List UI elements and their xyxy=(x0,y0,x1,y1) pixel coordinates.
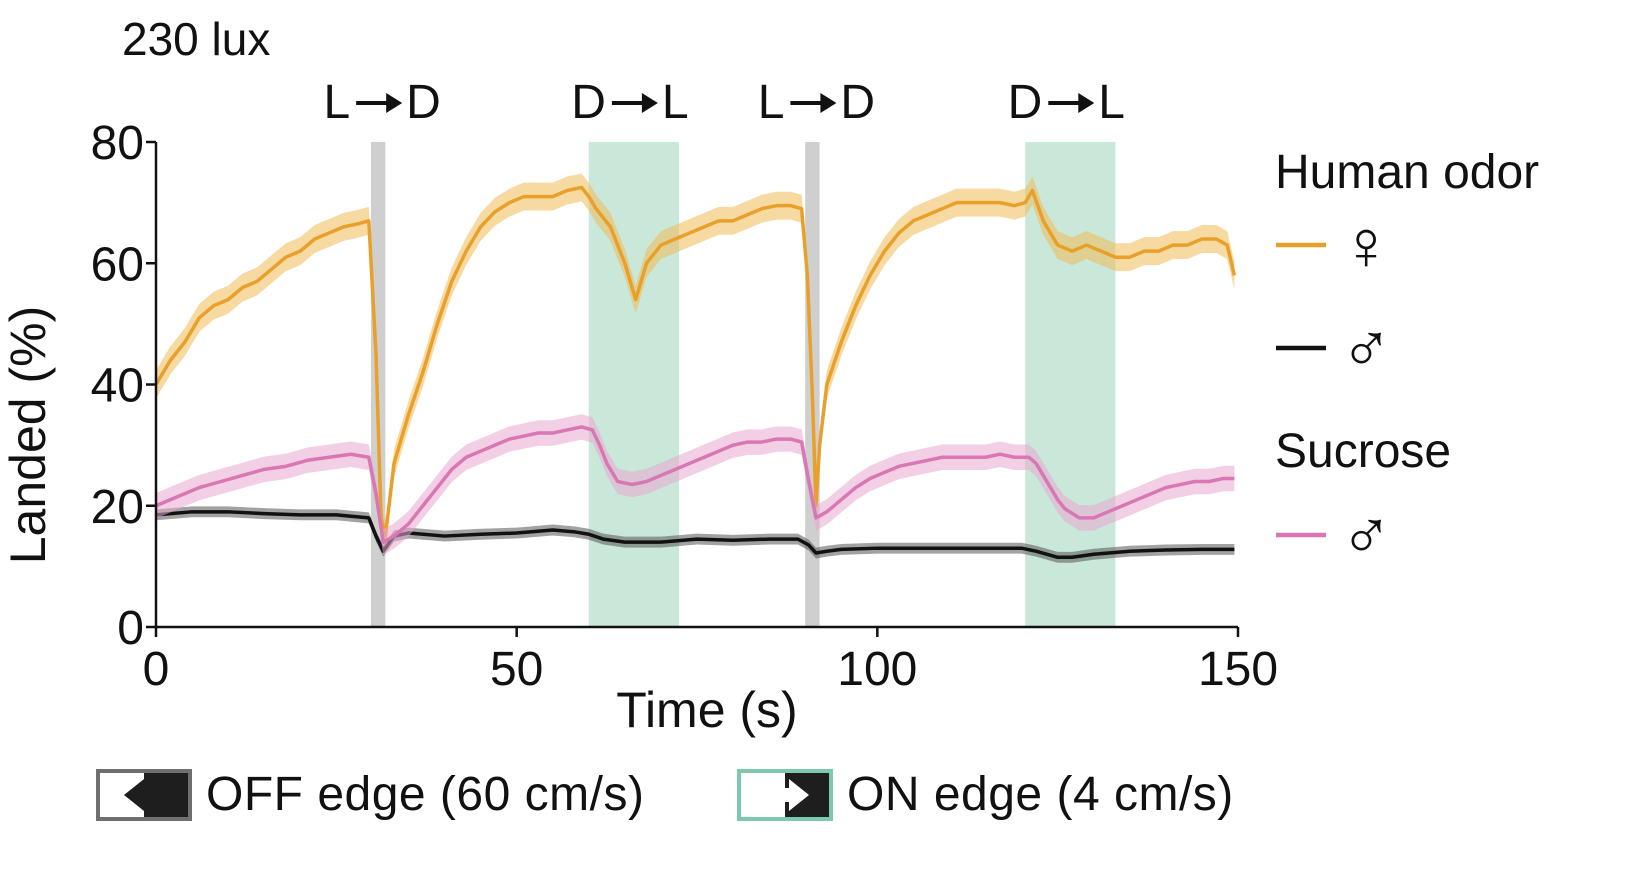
y-tick-label: 20 xyxy=(91,481,144,534)
axes: 0 20 40 60 80 0 50 100 150 xyxy=(91,117,1278,696)
x-tick-label: 100 xyxy=(837,643,917,696)
series-line-1 xyxy=(154,185,1237,538)
x-axis-label: Time (s) xyxy=(616,682,797,738)
transition-label-to: L xyxy=(1098,76,1125,129)
male-symbol-icon: ♂ xyxy=(1340,496,1393,574)
on-edge-key: ON edge (4 cm/s) xyxy=(737,767,1234,822)
transition-label-from: D xyxy=(1008,76,1043,129)
y-axis-label: Landed (%) xyxy=(0,306,56,565)
on-edge-swatch xyxy=(737,768,833,821)
transition-arrow-icon xyxy=(356,93,403,113)
series-error-band-3 xyxy=(156,414,1235,555)
right-arrow-icon xyxy=(773,778,809,811)
transition-label-to: D xyxy=(840,76,875,129)
legend: Human odor ♀ ♂ Sucrose ♂ xyxy=(1275,146,1539,574)
transition-label-from: L xyxy=(323,76,350,129)
off-edge-swatch xyxy=(96,768,192,821)
y-tick-label: 60 xyxy=(91,238,144,291)
on-edge-label: ON edge (4 cm/s) xyxy=(847,768,1234,821)
transition-label-from: D xyxy=(571,76,606,129)
x-tick-label: 50 xyxy=(490,643,543,696)
y-tick-label: 80 xyxy=(91,117,144,170)
y-tick-label: 0 xyxy=(117,602,144,655)
series-line-3 xyxy=(155,425,1235,544)
transition-arrow-icon xyxy=(790,93,837,113)
transition-label-to: D xyxy=(406,76,441,129)
x-tick-label: 0 xyxy=(143,643,170,696)
off-edge-label: OFF edge (60 cm/s) xyxy=(206,768,645,821)
off-edge-key: OFF edge (60 cm/s) xyxy=(96,767,644,822)
x-tick-label: 150 xyxy=(1198,643,1278,696)
series-layer xyxy=(154,173,1237,563)
transition-arrow-icon xyxy=(1048,93,1095,113)
legend-heading: Sucrose xyxy=(1275,425,1451,478)
female-symbol-icon: ♀ xyxy=(1340,206,1393,284)
left-arrow-icon xyxy=(124,778,160,811)
chart-title: 230 lux xyxy=(122,13,270,65)
transition-label-to: L xyxy=(662,76,689,129)
legend-heading: Human odor xyxy=(1275,146,1539,199)
male-symbol-icon: ♂ xyxy=(1340,309,1393,387)
series-line-2 xyxy=(155,510,1235,560)
y-tick-label: 40 xyxy=(91,360,144,413)
transition-arrow-icon xyxy=(611,93,658,113)
transition-label-from: L xyxy=(758,76,785,129)
